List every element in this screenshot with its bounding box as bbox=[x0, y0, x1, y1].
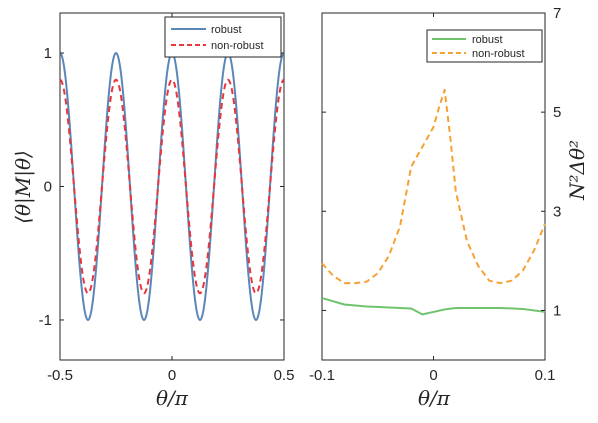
left-legend-label-non-robust: non-robust bbox=[211, 40, 264, 52]
right-series-line-robust bbox=[321, 297, 546, 316]
right-y-axis-label: N²Δθ² bbox=[565, 140, 589, 201]
right-plot-frame bbox=[321, 12, 546, 361]
left-y-axis-label: ⟨θ|M|θ⟩ bbox=[11, 150, 36, 224]
left-legend-box bbox=[164, 16, 282, 58]
right-legend-box bbox=[426, 29, 543, 63]
right-x-axis-label: θ/π bbox=[418, 386, 451, 410]
right-x-tick-label: 0.1 bbox=[535, 367, 556, 384]
right-series-group bbox=[321, 88, 546, 316]
left-x-axis-label: θ/π bbox=[156, 386, 189, 410]
right-legend-label-non-robust: non-robust bbox=[472, 48, 525, 60]
right-y-tick-label: 1 bbox=[553, 302, 561, 319]
right-y-tick-label: 3 bbox=[553, 203, 561, 220]
right-legend-label-robust: robust bbox=[472, 34, 503, 46]
right-legend: robust non-robust bbox=[426, 29, 543, 63]
left-plot-frame bbox=[59, 12, 285, 361]
left-panel: -0.5 0 0.5 -1 0 1 θ/π ⟨θ|M|θ⟩ robust non-robu… bbox=[11, 12, 295, 410]
left-legend: robust non-robust bbox=[164, 16, 282, 58]
right-x-tick-label: -0.1 bbox=[309, 367, 335, 384]
right-y-tick-label: 7 bbox=[553, 5, 561, 22]
left-legend-label-robust: robust bbox=[211, 24, 242, 36]
left-ticks-group: -0.5 0 0.5 -1 0 1 bbox=[39, 13, 295, 384]
right-x-tick-label: 0 bbox=[429, 367, 437, 384]
left-y-tick-label: 0 bbox=[44, 179, 52, 196]
left-x-tick-label: 0 bbox=[168, 367, 176, 384]
right-y-tick-label: 5 bbox=[553, 104, 561, 121]
left-y-tick-label: 1 bbox=[44, 45, 52, 62]
left-x-tick-label: 0.5 bbox=[274, 367, 295, 384]
left-y-tick-label: -1 bbox=[39, 312, 52, 329]
left-x-tick-label: -0.5 bbox=[47, 367, 73, 384]
right-panel: -0.1 0 0.1 1 3 5 7 θ/π N²Δθ² robust non-robust bbox=[309, 5, 589, 410]
left-series-line-non-robust bbox=[59, 78, 285, 295]
right-ticks-group: -0.1 0 0.1 1 3 5 7 bbox=[309, 5, 561, 384]
right-series-line-non-robust bbox=[321, 88, 546, 285]
